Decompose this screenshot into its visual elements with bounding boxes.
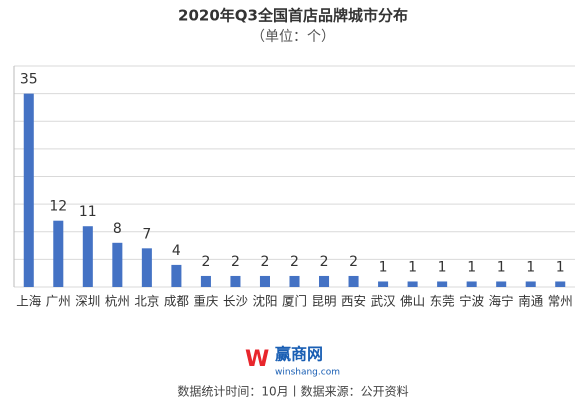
bar bbox=[141, 248, 152, 287]
value-label: 1 bbox=[467, 259, 476, 275]
value-label: 1 bbox=[379, 259, 388, 275]
bar bbox=[496, 281, 507, 287]
bar bbox=[555, 281, 566, 287]
logo: W 赢商网 winshang.com bbox=[245, 345, 340, 378]
x-tick-label: 海宁 bbox=[489, 294, 514, 309]
value-label: 4 bbox=[172, 243, 181, 259]
bar bbox=[319, 275, 330, 287]
bar bbox=[259, 275, 270, 287]
x-tick-label: 重庆 bbox=[193, 294, 219, 309]
value-label: 1 bbox=[497, 259, 506, 275]
x-tick-label: 常州 bbox=[548, 294, 573, 309]
value-label: 1 bbox=[526, 259, 535, 275]
value-label: 2 bbox=[320, 254, 329, 270]
value-label: 2 bbox=[349, 254, 358, 270]
bar bbox=[200, 275, 211, 287]
footer: 数据统计时间：10月丨数据来源：公开资料 bbox=[177, 384, 408, 399]
x-tick-label: 南通 bbox=[518, 294, 544, 309]
value-label: 35 bbox=[20, 72, 38, 88]
bar bbox=[82, 226, 93, 287]
value-label: 11 bbox=[79, 204, 97, 220]
x-tick-label: 东莞 bbox=[430, 294, 455, 309]
x-tick-label: 广州 bbox=[46, 294, 71, 309]
value-label: 1 bbox=[556, 259, 565, 275]
x-tick-label: 沈阳 bbox=[252, 294, 277, 309]
x-tick-label: 昆明 bbox=[312, 294, 337, 309]
x-tick-label: 北京 bbox=[134, 294, 159, 309]
bar bbox=[407, 281, 418, 287]
value-label: 2 bbox=[231, 254, 240, 270]
value-label: 2 bbox=[261, 254, 270, 270]
bar bbox=[289, 275, 300, 287]
bar bbox=[171, 264, 182, 287]
logo-mark: W bbox=[245, 347, 269, 372]
value-label: 1 bbox=[438, 259, 447, 275]
x-tick-label: 上海 bbox=[16, 294, 42, 309]
x-tick-label: 深圳 bbox=[75, 294, 100, 309]
chart-subtitle: （单位：个） bbox=[251, 29, 335, 45]
value-label: 2 bbox=[201, 254, 210, 270]
value-label: 7 bbox=[142, 226, 151, 242]
bar bbox=[348, 275, 359, 287]
x-tick-label: 成都 bbox=[164, 294, 190, 309]
x-tick-label: 宁波 bbox=[459, 294, 485, 309]
bar bbox=[23, 93, 34, 287]
bar bbox=[437, 281, 448, 287]
x-tick-label: 西安 bbox=[341, 294, 366, 309]
logo-name: 赢商网 bbox=[275, 345, 323, 364]
bar bbox=[378, 281, 389, 287]
value-label: 8 bbox=[113, 221, 122, 237]
bar bbox=[53, 220, 64, 287]
x-tick-label: 杭州 bbox=[105, 294, 130, 309]
chart-title: 2020年Q3全国首店品牌城市分布 bbox=[178, 7, 408, 25]
bar bbox=[466, 281, 477, 287]
x-tick-label: 武汉 bbox=[371, 294, 397, 309]
x-tick-label: 厦门 bbox=[282, 294, 307, 309]
x-tick-label: 长沙 bbox=[223, 294, 249, 309]
logo-url: winshang.com bbox=[275, 368, 340, 378]
x-tick-label: 佛山 bbox=[400, 294, 425, 309]
bar bbox=[230, 275, 241, 287]
value-label: 2 bbox=[290, 254, 299, 270]
bar bbox=[525, 281, 536, 287]
value-label: 1 bbox=[408, 259, 417, 275]
bar bbox=[112, 242, 123, 287]
value-label: 12 bbox=[49, 199, 67, 215]
